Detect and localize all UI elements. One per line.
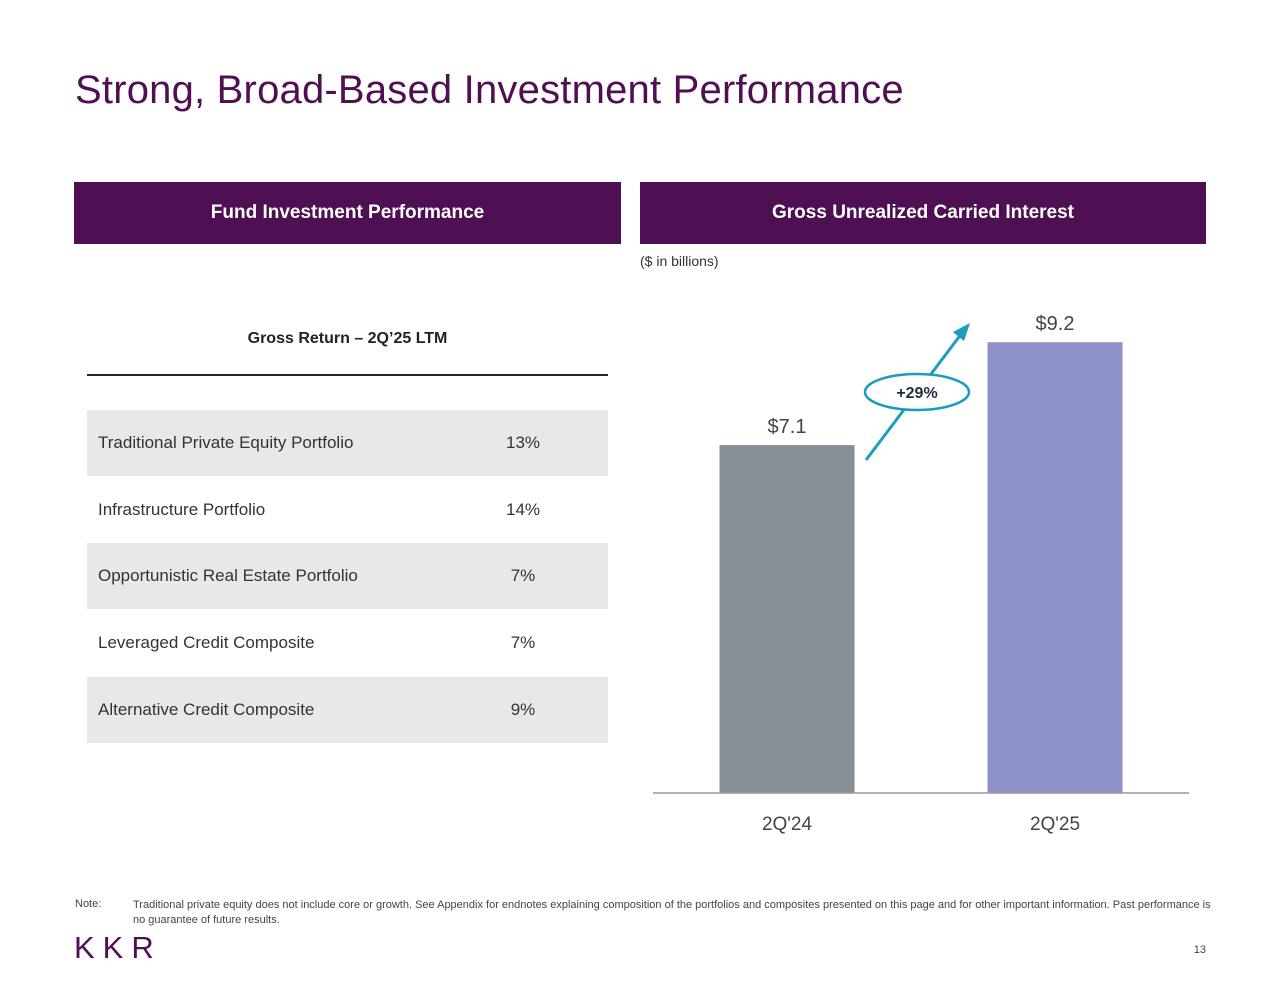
row-value: 7% <box>510 566 536 585</box>
table-row: Opportunistic Real Estate Portfolio 7% <box>87 543 608 609</box>
row-value: 9% <box>510 700 536 719</box>
table-row: Alternative Credit Composite 9% <box>87 677 608 743</box>
fund-performance-header: Fund Investment Performance <box>74 182 621 244</box>
logo-text: KKR <box>74 930 162 962</box>
bar-1 <box>987 342 1123 793</box>
page-number: 13 <box>1193 944 1206 956</box>
growth-ellipse <box>863 372 971 412</box>
carried-interest-chart: $7.1 2Q'24 $9.2 2Q'25 +29% <box>653 313 1189 835</box>
growth-label: +29% <box>896 385 937 402</box>
row-value: 13% <box>505 433 541 452</box>
table-divider <box>87 374 608 376</box>
x-tick-label-1: 2Q'25 <box>1030 814 1080 835</box>
footnote-text: Traditional private equity does not incl… <box>133 899 1211 926</box>
x-tick-label-0: 2Q'24 <box>762 814 813 835</box>
kkr-logo: KKR <box>74 930 162 962</box>
row-value: 14% <box>505 500 541 519</box>
table-row: Leveraged Credit Composite 7% <box>87 610 608 676</box>
row-label: Opportunistic Real Estate Portfolio <box>98 566 358 585</box>
row-value: 7% <box>510 633 536 652</box>
table-row: Infrastructure Portfolio 14% <box>87 477 608 543</box>
data-label-0: $7.1 <box>768 416 807 438</box>
row-label: Traditional Private Equity Portfolio <box>98 433 354 452</box>
table-header: Gross Return – 2Q’25 LTM <box>247 330 448 347</box>
units-label: ($ in billions) <box>640 253 719 269</box>
table-row: Traditional Private Equity Portfolio 13% <box>87 410 608 476</box>
row-label: Leveraged Credit Composite <box>98 633 315 652</box>
row-label: Infrastructure Portfolio <box>98 500 266 519</box>
carried-interest-header: Gross Unrealized Carried Interest <box>640 182 1206 244</box>
page-title: Strong, Broad-Based Investment Performan… <box>75 68 904 112</box>
growth-arrow-head <box>953 323 970 341</box>
data-label-1: $9.2 <box>1036 313 1075 335</box>
row-label: Alternative Credit Composite <box>98 700 315 719</box>
footnote-tag: Note: <box>75 898 102 910</box>
bar-0 <box>719 445 855 793</box>
